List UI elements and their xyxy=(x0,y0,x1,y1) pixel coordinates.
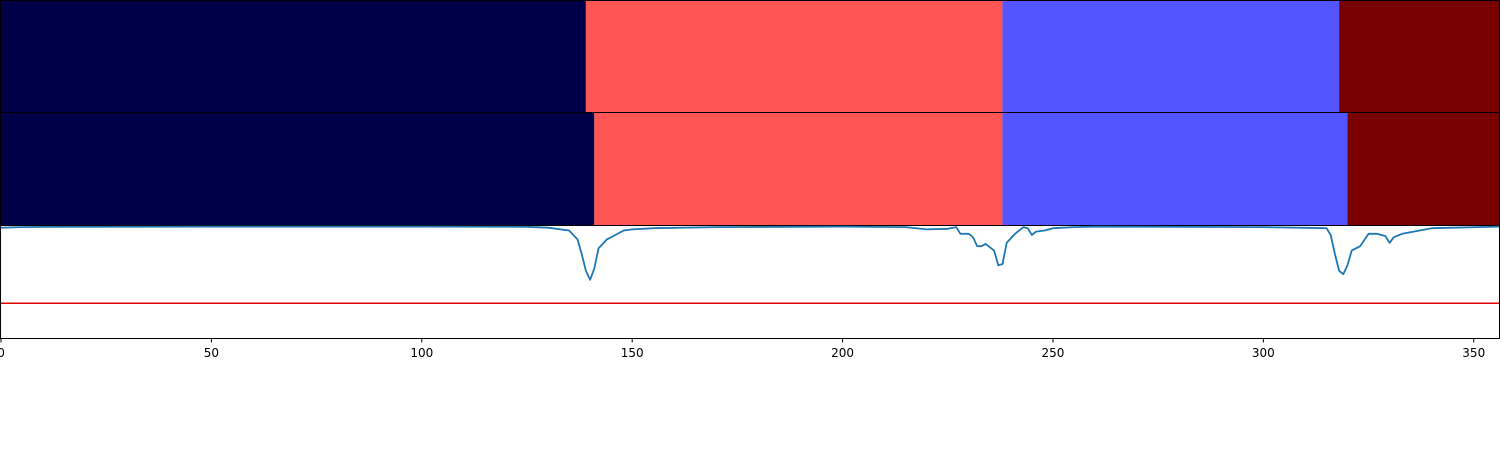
x-tick-label-200: 200 xyxy=(831,346,854,360)
x-tick-label-150: 150 xyxy=(621,346,644,360)
segment-0-1 xyxy=(585,1,1003,112)
x-tick-label-250: 250 xyxy=(1042,346,1065,360)
segment-1-1 xyxy=(594,113,1003,225)
x-axis: 0 50 100 150 200 250 300 350 xyxy=(0,338,1485,360)
segment-panel-middle xyxy=(0,112,1500,226)
x-tick-label-350: 350 xyxy=(1462,346,1485,360)
x-tick-label-0: 0 xyxy=(0,346,5,360)
segment-0-2 xyxy=(1002,1,1340,112)
segment-1-0 xyxy=(1,113,595,225)
x-tick-label-300: 300 xyxy=(1252,346,1275,360)
line-panel-frame xyxy=(0,225,1500,339)
line-panel xyxy=(0,225,1500,339)
x-tick-label-100: 100 xyxy=(410,346,433,360)
x-tick-label-50: 50 xyxy=(204,346,219,360)
segment-0-0 xyxy=(1,1,586,112)
series-line-0 xyxy=(0,225,1500,281)
segment-panel-top xyxy=(0,0,1500,113)
segment-1-3 xyxy=(1347,113,1499,225)
segment-1-2 xyxy=(1002,113,1348,225)
segment-0-3 xyxy=(1339,1,1499,112)
